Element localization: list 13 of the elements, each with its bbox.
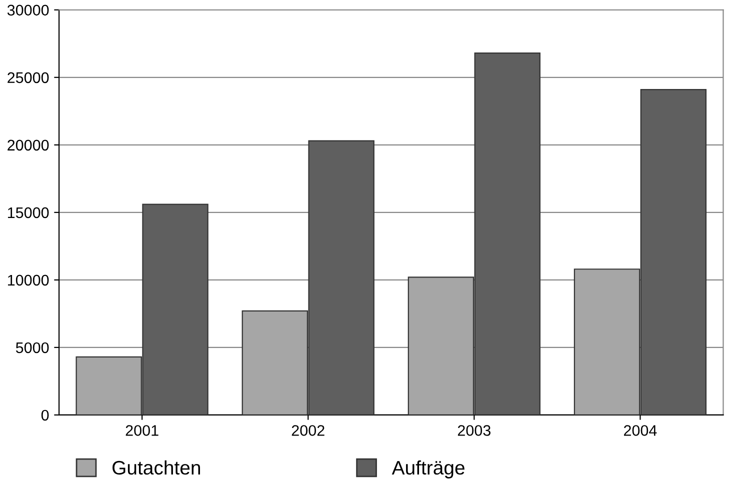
x-tick-label: 2001	[126, 425, 158, 436]
legend-label: Gutachten	[112, 460, 200, 475]
y-tick-label: 5000	[16, 342, 49, 354]
y-tick-label: 30000	[7, 4, 49, 16]
y-tick-label: 15000	[8, 207, 49, 218]
legend-label: Aufträge	[392, 460, 464, 478]
x-tick-label: 2002	[292, 425, 324, 436]
y-tick-label: 0	[41, 410, 49, 421]
y-tick-label: 20000	[8, 140, 49, 151]
y-tick-label: 25000	[8, 72, 49, 84]
x-tick-label: 2004	[624, 425, 657, 436]
y-tick-label: 10000	[8, 274, 49, 286]
x-tick-label: 2003	[458, 425, 490, 436]
